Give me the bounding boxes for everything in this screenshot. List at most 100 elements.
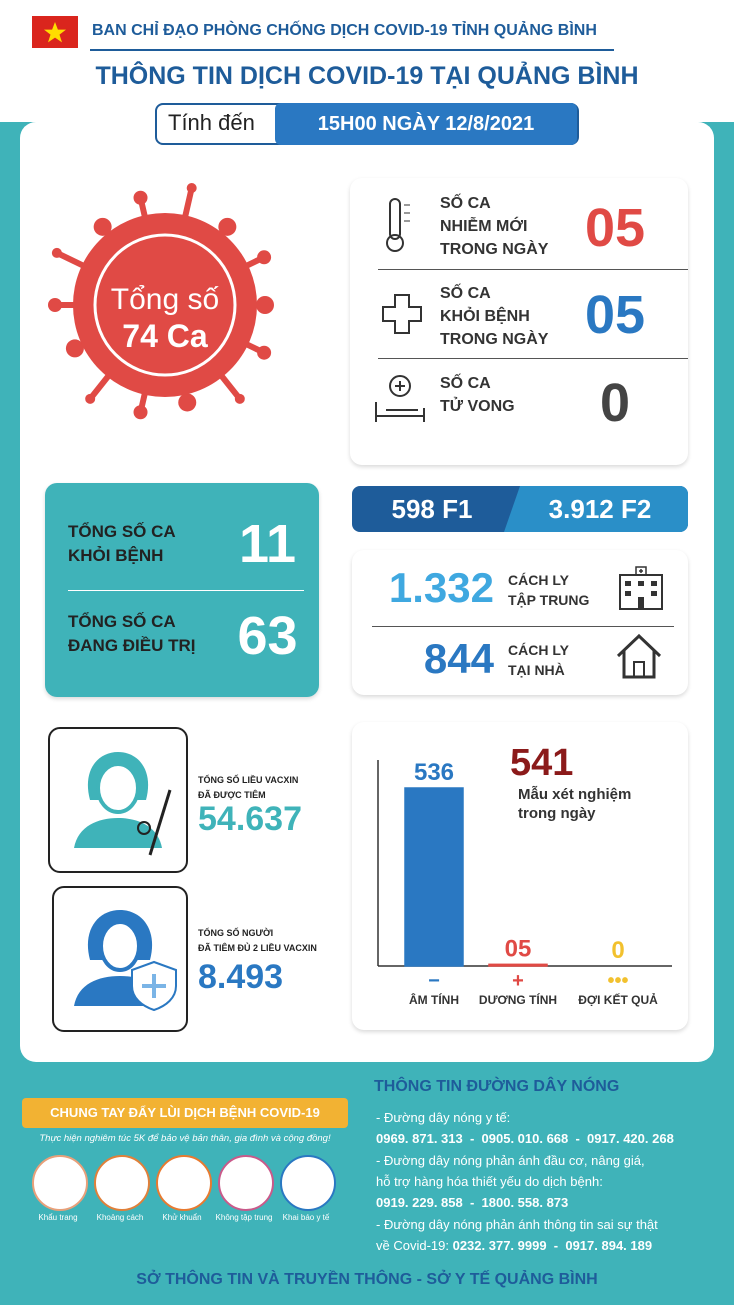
daily-card	[350, 178, 688, 465]
spike-tip	[51, 247, 62, 258]
daily-label: TRONG NGÀY	[440, 241, 549, 258]
footer: SỞ THÔNG TIN VÀ TRUYỀN THÔNG - SỞ Y TẾ Q…	[136, 1271, 598, 1288]
vaccine-label: TỔNG SỐ NGƯỜI	[198, 928, 274, 938]
bar-value-label: 05	[505, 935, 532, 962]
icon-label: Khai báo y tế	[282, 1213, 330, 1222]
hotline-numbers: 0969. 871. 313 - 0905. 010. 668 - 0917. …	[376, 1131, 674, 1147]
divider	[372, 626, 674, 627]
hotline-line: hỗ trợ hàng hóa thiết yếu do dịch bệnh:	[376, 1174, 603, 1189]
bar	[488, 963, 548, 967]
summary-value: 11	[238, 514, 297, 574]
category-symbol: +	[512, 970, 524, 992]
quarantine-value: 1.332	[388, 564, 494, 611]
building-icon	[619, 566, 663, 610]
icon-label: Không tập trung	[215, 1213, 273, 1222]
spike-tip	[178, 393, 197, 412]
summary-value: 63	[237, 606, 298, 666]
category-symbol: −	[428, 970, 440, 992]
spike-tip	[93, 217, 112, 236]
total-line2: 74 Ca	[122, 318, 208, 354]
as-of: 15H00 NGÀY 12/8/2021	[275, 103, 577, 145]
hotline-line: - Đường dây nóng phản ánh thông tin sai …	[376, 1217, 658, 1232]
hotline-numbers: 0919. 229. 858 - 1800. 558. 873	[376, 1195, 569, 1211]
daily-label: TỬ VONG	[440, 398, 515, 415]
icon-label: Khử khuẩn	[162, 1213, 202, 1222]
daily-label: NHIỄM MỚI	[440, 218, 528, 235]
daily-label: SỐ CA	[440, 375, 491, 392]
bar	[404, 787, 464, 967]
hotline-text: - Đường dây nóng phản ánh đầu cơ, nâng g…	[376, 1152, 645, 1168]
quarantine-value: 844	[423, 635, 494, 682]
hotline-line: - Đường dây nóng y tế:	[376, 1110, 510, 1125]
org: BAN CHỈ ĐẠO PHÒNG CHỐNG DỊCH COVID-19 TỈ…	[92, 22, 597, 39]
spike-tip	[256, 296, 274, 314]
hotline-title: THÔNG TIN ĐƯỜNG DÂY NÓNG	[374, 1078, 620, 1095]
campaign-title: CHUNG TAY ĐẨY LÙI DỊCH BỆNH COVID-19	[22, 1098, 348, 1128]
rule	[90, 49, 614, 51]
daily-label: SỐ CA	[440, 285, 491, 302]
total-line1: Tổng số	[110, 283, 220, 316]
summary-label: KHỎI BỆNH	[68, 546, 164, 565]
spike-tip	[133, 405, 148, 420]
cross-icon	[382, 294, 422, 334]
daily-label: SỐ CA	[440, 195, 491, 212]
f1: 598 F1	[391, 494, 473, 524]
daily-value: 05	[584, 285, 646, 345]
divider	[68, 590, 304, 591]
hotline-text: - Đường dây nóng phản ánh thông tin sai …	[376, 1216, 658, 1232]
vaccine-value: 54.637	[198, 800, 302, 838]
category-label: ÂM TÍNH	[409, 992, 459, 1007]
spike-tip	[133, 190, 148, 205]
spike-tip	[257, 345, 272, 360]
person-shield-icon	[74, 910, 177, 1012]
hotline-text: về Covid-19:	[376, 1237, 453, 1253]
hotline-line: - Đường dây nóng phản ánh đầu cơ, nâng g…	[376, 1153, 645, 1168]
category-label: DƯƠNG TÍNH	[479, 992, 557, 1007]
spike-tip	[85, 393, 96, 404]
icon-label: Khẩu trang	[38, 1213, 78, 1222]
quarantine-label: TẠI NHÀ	[508, 662, 565, 678]
summary-label: TỔNG SỐ CA	[68, 612, 176, 631]
tests-chart: 536 −ÂM TÍNH 05 +DƯƠNG TÍNH 0 •••ĐỢI KẾT QUẢ	[377, 759, 672, 1007]
spike-tip	[234, 393, 245, 404]
daily-label: TRONG NGÀY	[440, 331, 549, 348]
hotline-text: hỗ trợ hàng hóa thiết yếu do dịch bệnh:	[376, 1173, 603, 1189]
flag	[32, 16, 78, 48]
category-symbol: •••	[607, 970, 628, 992]
bed-icon	[375, 375, 425, 422]
contacts-f2-bg	[504, 486, 688, 532]
daily-label: KHỎI BỆNH	[440, 308, 530, 325]
campaign-subtitle: Thực hiện nghiêm túc 5K để bảo vệ bản th…	[39, 1133, 331, 1144]
icon	[218, 1155, 274, 1211]
virus	[48, 183, 274, 420]
divider	[378, 358, 688, 359]
hotline-line: về Covid-19: 0232. 377. 9999 - 0917. 894…	[376, 1238, 652, 1253]
icon	[94, 1155, 150, 1211]
vaccine-label: TỔNG SỐ LIỀU VACXIN	[198, 775, 299, 785]
f2: 3.912 F2	[548, 494, 652, 524]
summary-label: ĐANG ĐIỀU TRỊ	[68, 636, 196, 655]
daily-value: 05	[584, 198, 646, 258]
hotline-numbers: 0232. 377. 9999 - 0917. 894. 189	[452, 1237, 653, 1253]
hotline-line: 0969. 871. 313 - 0905. 010. 668 - 0917. …	[376, 1131, 674, 1146]
quarantine-label: CÁCH LY	[508, 642, 569, 658]
spike-tip	[186, 183, 197, 194]
spike-tip	[218, 217, 237, 236]
header-bg	[0, 0, 734, 122]
icon	[156, 1155, 212, 1211]
vaccine-label: ĐÃ TIÊM ĐỦ 2 LIỀU VACXIN	[198, 943, 317, 953]
tests-total: 541	[510, 742, 574, 784]
category-label: ĐỢI KẾT QUẢ	[578, 992, 658, 1007]
virus-body	[73, 213, 257, 397]
title: THÔNG TIN DỊCH COVID-19 TẠI QUẢNG BÌNH	[95, 62, 639, 90]
quarantine-label: TẬP TRUNG	[508, 592, 590, 608]
bar-value-label: 0	[611, 937, 624, 964]
vaccine-label: ĐÃ ĐƯỢC TIÊM	[198, 790, 266, 800]
icon	[32, 1155, 88, 1211]
hotline-text: - Đường dây nóng y tế:	[376, 1110, 511, 1125]
house-icon	[616, 633, 662, 679]
spike-tip	[257, 250, 272, 265]
thermometer-icon	[386, 198, 410, 252]
summary-label: TỔNG SỐ CA	[68, 522, 176, 541]
